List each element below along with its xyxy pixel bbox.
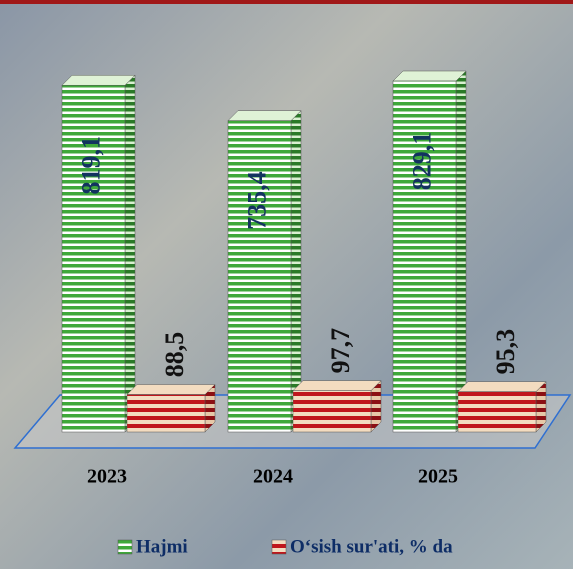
bar-front — [61, 84, 126, 433]
bar-top — [227, 110, 302, 121]
top-border — [0, 0, 573, 4]
bar-side — [124, 74, 136, 433]
value-label: 88,5 — [160, 332, 189, 378]
legend-swatch — [271, 539, 287, 555]
bar-top — [61, 74, 136, 86]
bar-top — [392, 70, 467, 82]
bar-top — [457, 381, 547, 392]
bar-side — [455, 70, 467, 433]
bar — [227, 110, 302, 433]
x-tick-label: 2024 — [253, 466, 293, 488]
bar-top — [126, 384, 216, 395]
bar-top — [292, 380, 382, 391]
x-tick-label: 2025 — [418, 466, 458, 488]
legend-label: Hajmi — [136, 536, 188, 557]
bar — [457, 381, 547, 433]
legend-swatch — [117, 539, 133, 555]
value-label: 97,7 — [326, 328, 355, 374]
bar-front — [392, 80, 457, 433]
bar — [292, 380, 382, 433]
bar-front — [126, 394, 206, 433]
x-tick-label: 2023 — [87, 466, 127, 488]
bar — [126, 383, 216, 433]
value-label: 735,4 — [242, 171, 271, 230]
value-label: 95,3 — [491, 329, 520, 375]
legend-label: O‘sish sur'ati, % da — [290, 536, 453, 557]
value-label: 829,1 — [407, 132, 436, 191]
bar-front — [457, 391, 537, 433]
bar-front — [227, 120, 292, 433]
bar — [61, 74, 136, 433]
bar-front — [292, 390, 372, 433]
bar — [392, 70, 467, 433]
value-label: 819,1 — [76, 136, 105, 195]
